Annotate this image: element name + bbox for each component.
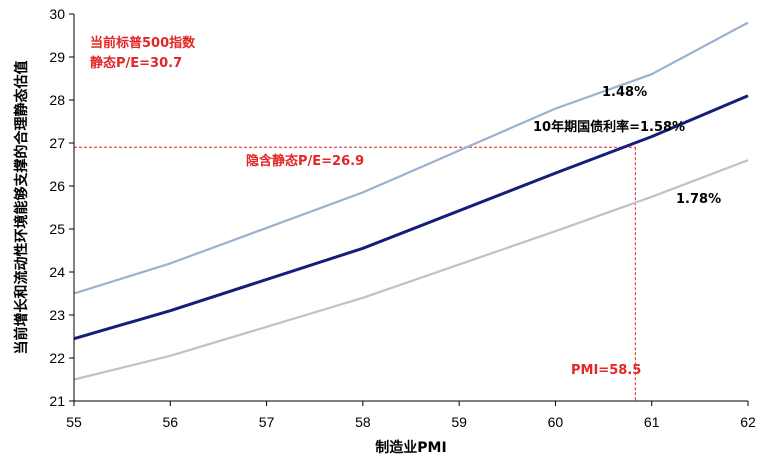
- y-tick-label: 30: [49, 6, 65, 22]
- y-tick-label: 29: [49, 49, 65, 65]
- y-tick-label: 26: [49, 178, 65, 194]
- y-tick-label: 25: [49, 221, 65, 237]
- y-tick-label: 24: [49, 264, 65, 280]
- pmi-label: PMI=58.5: [571, 363, 641, 378]
- current-index-label: 当前标普500指数: [90, 35, 196, 51]
- current-pe-label: 静态P/E=30.7: [90, 55, 182, 71]
- x-tick-label: 57: [259, 414, 275, 430]
- y-tick-label: 28: [49, 92, 65, 108]
- implied-pe-label: 隐含静态P/E=26.9: [246, 153, 364, 169]
- tick-labels: 21 22 23 24 25 26 27 28 29 30 55 56 57 58 59 60 61 62: [49, 6, 756, 430]
- y-tick-label: 23: [49, 307, 65, 323]
- x-axis-title: 制造业PMI: [375, 439, 446, 456]
- series-label-1-58: 10年期国债利率=1.58%: [533, 119, 685, 135]
- x-tick-label: 56: [162, 414, 178, 430]
- series-line-1-58: [73, 94, 749, 341]
- series-line-1-78: [73, 159, 749, 381]
- x-tick-label: 61: [644, 414, 660, 430]
- x-tick-label: 55: [66, 414, 82, 430]
- series-lines: [73, 21, 749, 381]
- y-tick-label: 21: [49, 393, 65, 409]
- series-label-1-48: 1.48%: [602, 85, 647, 100]
- reference-lines: [74, 146, 636, 401]
- series-line-1-48: [73, 21, 749, 295]
- y-tick-label: 27: [49, 135, 65, 151]
- x-tick-label: 62: [740, 414, 756, 430]
- x-tick-label: 60: [548, 414, 564, 430]
- series-label-1-78: 1.78%: [676, 192, 721, 207]
- axes: [69, 13, 749, 406]
- y-axis-title: 当前增长和流动性环境能够支撑的合理静态估值: [13, 61, 30, 355]
- x-tick-label: 59: [451, 414, 467, 430]
- x-tick-label: 58: [355, 414, 371, 430]
- y-tick-label: 22: [49, 350, 65, 366]
